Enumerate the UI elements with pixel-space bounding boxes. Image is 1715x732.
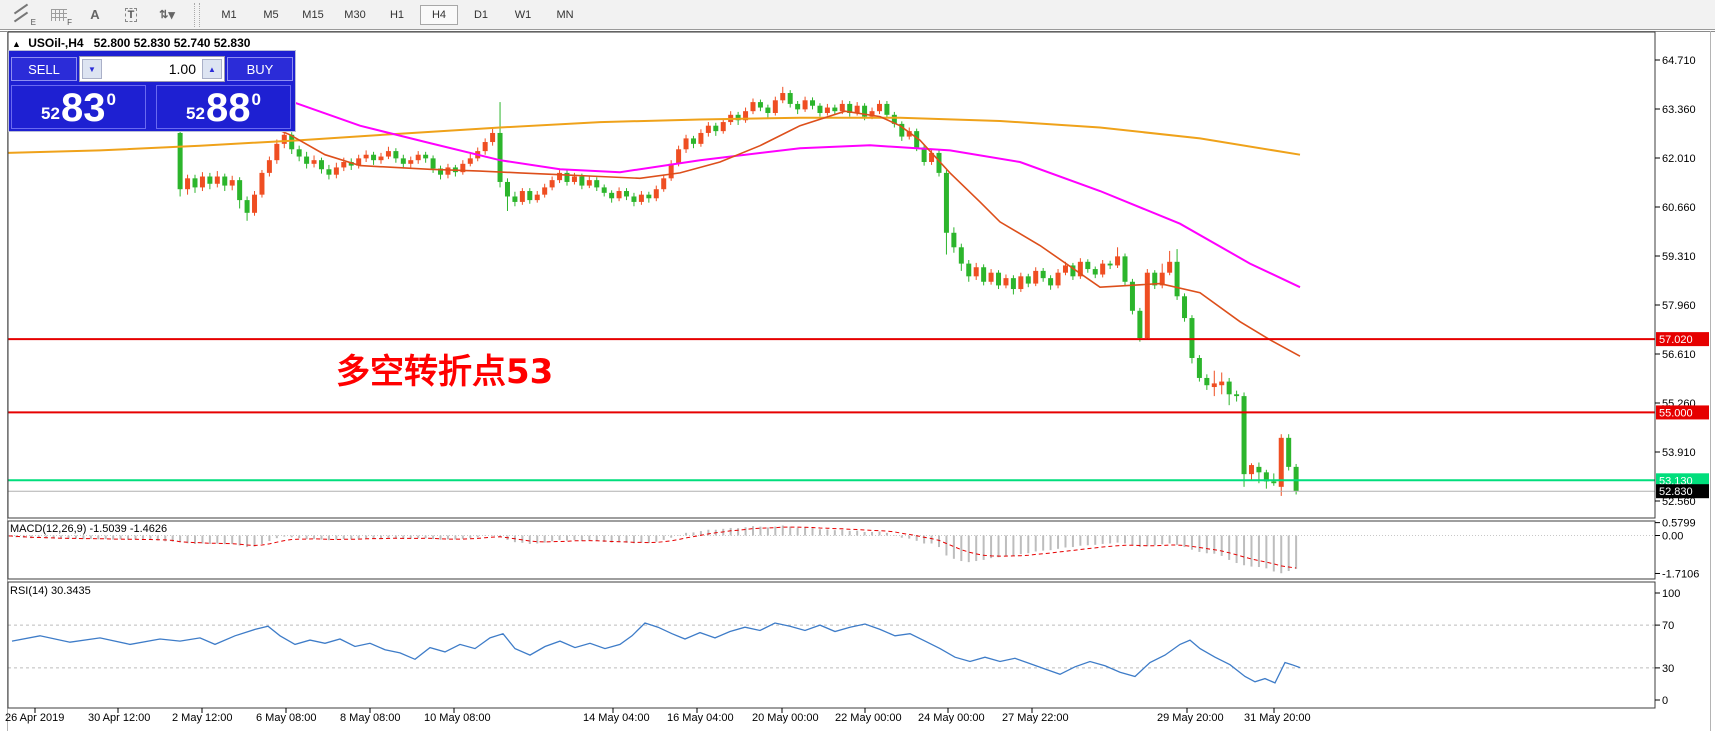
buy-price-display[interactable]: 52 88 0	[156, 85, 291, 129]
chart-annotation-text: 多空转折点53	[336, 352, 554, 392]
buy-price-frac: 0	[251, 90, 261, 109]
timeframe-button-M30[interactable]: M30	[344, 8, 366, 21]
volume-increase-button[interactable]: ▲	[202, 59, 222, 79]
svg-text:63.360: 63.360	[1662, 104, 1696, 116]
icon-letter: A	[90, 7, 100, 22]
time-axis-label: 6 May 08:00	[256, 712, 317, 724]
sell-button[interactable]: SELL	[11, 57, 77, 81]
scroll-marker-icon: ▲	[12, 39, 21, 49]
sell-price-frac: 0	[106, 90, 116, 109]
time-axis-label: 30 Apr 12:00	[88, 712, 150, 724]
volume-value[interactable]: 1.00	[168, 61, 196, 77]
buy-price-int: 52	[186, 104, 205, 123]
svg-text:0: 0	[1662, 695, 1668, 707]
svg-text:0.00: 0.00	[1662, 531, 1683, 543]
grid-icon[interactable]: F	[46, 4, 72, 27]
sell-price-int: 52	[41, 104, 60, 123]
ma-slow-orange	[8, 116, 1301, 156]
macd-indicator-label: MACD(12,26,9) -1.5039 -1.4626	[10, 523, 168, 535]
timeframe-button-W1[interactable]: W1	[514, 8, 532, 21]
one-click-trading-panel: SELL ▼ 1.00 ▲ BUY 52 83 0 52 88 0	[8, 50, 296, 132]
volume-decrease-button[interactable]: ▼	[82, 59, 102, 79]
time-axis-label: 24 May 00:00	[918, 712, 985, 724]
time-axis-label: 16 May 04:00	[667, 712, 734, 724]
svg-text:0.5799: 0.5799	[1662, 518, 1696, 530]
toolbar-separator	[194, 2, 200, 27]
rsi-indicator-label: RSI(14) 30.3435	[10, 585, 91, 597]
svg-text:52.830: 52.830	[1659, 486, 1693, 498]
sell-price-pips: 83	[60, 86, 106, 130]
text-box-icon[interactable]: T	[118, 4, 144, 26]
svg-text:52.560: 52.560	[1662, 496, 1696, 508]
ma-fast-red	[234, 108, 1301, 357]
level-price-label	[1656, 473, 1709, 488]
icon-sub-label: F	[67, 17, 72, 27]
ohlc-values: 52.800 52.830 52.740 52.830	[93, 36, 251, 50]
arrow-objects-icon[interactable]: ⇅ ▾	[154, 4, 180, 26]
time-axis-label: 22 May 00:00	[835, 712, 902, 724]
arrows-glyph: ⇅	[159, 9, 169, 21]
svg-text:53.910: 53.910	[1662, 447, 1696, 459]
sell-price-display[interactable]: 52 83 0	[11, 85, 146, 129]
macd-pane	[8, 525, 1655, 574]
time-axis-label: 31 May 20:00	[1244, 712, 1311, 724]
time-axis-label: 8 May 08:00	[340, 712, 401, 724]
svg-text:62.010: 62.010	[1662, 153, 1696, 165]
timeframe-button-D1[interactable]: D1	[473, 8, 489, 21]
timeframe-row: M1 M5 M15 M30 H1 H4 D1 W1 MN	[208, 4, 586, 25]
timeframe-button-M5[interactable]: M5	[263, 8, 279, 21]
volume-field[interactable]: ▼ 1.00 ▲	[79, 56, 225, 82]
icon-sub-label: E	[30, 17, 36, 27]
text-label-icon[interactable]: A	[82, 4, 108, 26]
svg-text:30: 30	[1662, 663, 1674, 675]
svg-text:57.020: 57.020	[1659, 334, 1693, 346]
svg-text:-1.7106: -1.7106	[1662, 568, 1699, 580]
time-axis-label: 27 May 22:00	[1002, 712, 1069, 724]
cursor-lines-icon[interactable]: E	[10, 3, 36, 27]
timeframe-button-H1[interactable]: H1	[389, 8, 405, 21]
time-axis-label: 14 May 04:00	[583, 712, 650, 724]
buy-button[interactable]: BUY	[227, 57, 293, 81]
svg-text:64.710: 64.710	[1662, 55, 1696, 67]
svg-text:59.310: 59.310	[1662, 251, 1696, 263]
time-axis-label: 2 May 12:00	[172, 712, 233, 724]
time-axis-label: 26 Apr 2019	[5, 712, 64, 724]
timeframe-button-M15[interactable]: M15	[302, 8, 324, 21]
symbol-name: USOil-,H4	[28, 36, 84, 50]
toolbar: E F A T ⇅ ▾ M1 M5 M15 M30 H1 H4 D1 W1 MN	[0, 0, 1715, 30]
bid-price-label	[1656, 484, 1709, 499]
rsi-line	[11, 622, 1301, 684]
chevron-down-icon: ▾	[168, 6, 175, 22]
svg-text:70: 70	[1662, 620, 1674, 632]
time-axis-label: 10 May 08:00	[424, 712, 491, 724]
level-price-label	[1656, 332, 1709, 347]
timeframe-button-MN[interactable]: MN	[556, 8, 574, 21]
svg-text:56.610: 56.610	[1662, 349, 1696, 361]
svg-text:57.960: 57.960	[1662, 300, 1696, 312]
grid-glyph	[51, 8, 67, 21]
price-pane	[8, 67, 1655, 496]
ma-mid-magenta	[261, 90, 1301, 289]
macd-signal-line	[8, 526, 1297, 569]
timeframe-button-H4[interactable]: H4	[420, 4, 458, 25]
svg-text:55.000: 55.000	[1659, 407, 1693, 419]
level-price-label	[1656, 405, 1709, 420]
buy-price-pips: 88	[205, 86, 251, 130]
time-axis-label: 20 May 00:00	[752, 712, 819, 724]
rsi-pane	[8, 622, 1655, 684]
icon-letter: T	[124, 7, 138, 22]
svg-text:60.660: 60.660	[1662, 202, 1696, 214]
timeframe-button-M1[interactable]: M1	[221, 8, 237, 21]
time-axis-label: 29 May 20:00	[1157, 712, 1224, 724]
chart-title: ▲ USOil-,H4 52.800 52.830 52.740 52.830	[12, 36, 250, 50]
svg-text:100: 100	[1662, 588, 1680, 600]
